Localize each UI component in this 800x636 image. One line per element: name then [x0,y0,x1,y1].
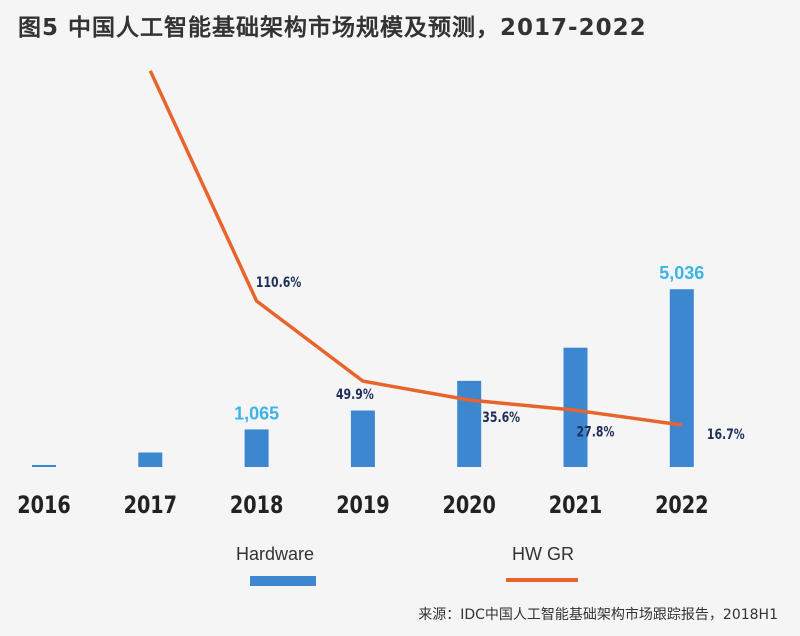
x-tick-2022: 2022 [655,492,708,520]
bar-2017 [138,453,162,467]
bar-2020 [457,381,481,467]
line-label-2022: 16.7% [707,426,745,443]
bar-label-2018: 1,065 [234,403,279,423]
legend-hardware-label: Hardware [236,544,314,564]
bar-2019 [351,411,375,467]
x-tick-2016: 2016 [17,492,70,520]
legend-hw-gr-swatch [506,578,578,582]
bar-2016 [32,465,56,467]
x-axis: 2016 2017 2018 2019 2020 2021 2022 [17,492,708,520]
legend: Hardware HW GR [236,544,578,586]
x-tick-2019: 2019 [336,492,389,520]
x-tick-2021: 2021 [549,492,602,520]
labels-layer: 1,065 5,036 110.6% 49.9% 35.6% 27.8% 16.7% [234,263,745,442]
bar-label-2022: 5,036 [659,263,704,283]
line-label-2020: 35.6% [482,409,520,426]
source-note: 来源：IDC中国人工智能基础架构市场跟踪报告，2018H1 [418,604,778,624]
bar-2018 [245,429,269,467]
bar-2022 [670,289,694,467]
chart-plot: 1,065 5,036 110.6% 49.9% 35.6% 27.8% 16.7% 201… [0,0,800,600]
line-layer [150,71,682,425]
x-tick-2018: 2018 [230,492,283,520]
legend-hw-gr-label: HW GR [512,544,574,564]
bars-layer [32,289,694,467]
bar-2021 [564,348,588,467]
hw-gr-line [150,71,682,425]
line-label-2021: 27.8% [577,423,615,440]
x-tick-2020: 2020 [442,492,495,520]
line-label-2018: 110.6% [256,274,302,291]
legend-hardware-swatch [250,576,316,586]
x-tick-2017: 2017 [124,492,177,520]
line-label-2019: 49.9% [336,386,374,403]
